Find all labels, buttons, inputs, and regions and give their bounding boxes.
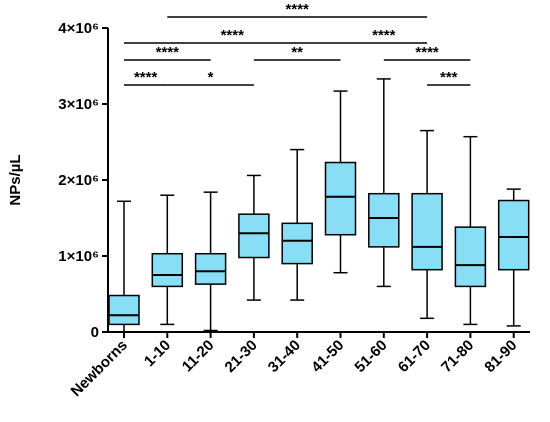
significance-label: **** bbox=[415, 44, 439, 61]
y-tick-label: 4×10⁶ bbox=[58, 20, 99, 37]
x-tick-label: 21-30 bbox=[222, 337, 261, 376]
x-tick-label: 61-70 bbox=[395, 337, 434, 376]
y-tick-label: 0 bbox=[91, 324, 99, 341]
x-tick-label: 1-10 bbox=[141, 337, 174, 370]
y-tick-label: 3×10⁶ bbox=[58, 96, 99, 113]
significance-label: **** bbox=[372, 27, 396, 44]
box bbox=[497, 199, 530, 271]
significance-label: *** bbox=[440, 69, 458, 86]
significance-label: **** bbox=[134, 69, 158, 86]
box bbox=[324, 161, 357, 236]
box bbox=[108, 294, 140, 326]
x-tick-label: 71-80 bbox=[438, 337, 477, 376]
x-tick-label: Newborns bbox=[68, 337, 131, 400]
box bbox=[368, 192, 400, 248]
significance-label: ** bbox=[291, 44, 303, 61]
box bbox=[194, 252, 227, 285]
significance-label: **** bbox=[156, 44, 180, 61]
significance-label: * bbox=[208, 69, 214, 86]
box bbox=[281, 222, 313, 265]
box bbox=[411, 192, 443, 271]
x-tick-label: 11-20 bbox=[179, 337, 218, 376]
box bbox=[454, 226, 487, 288]
significance-label: **** bbox=[286, 1, 310, 18]
x-tick-label: 51-60 bbox=[351, 337, 390, 376]
x-tick-label: 41-50 bbox=[308, 337, 347, 376]
x-tick-label: 81-90 bbox=[481, 337, 520, 376]
y-axis-label: NPs/µL bbox=[7, 154, 24, 205]
significance-label: **** bbox=[221, 27, 245, 44]
box bbox=[151, 252, 184, 288]
y-tick-label: 1×10⁶ bbox=[58, 248, 99, 265]
y-tick-label: 2×10⁶ bbox=[58, 172, 99, 189]
x-tick-label: 31-40 bbox=[265, 337, 304, 376]
box bbox=[238, 213, 270, 259]
